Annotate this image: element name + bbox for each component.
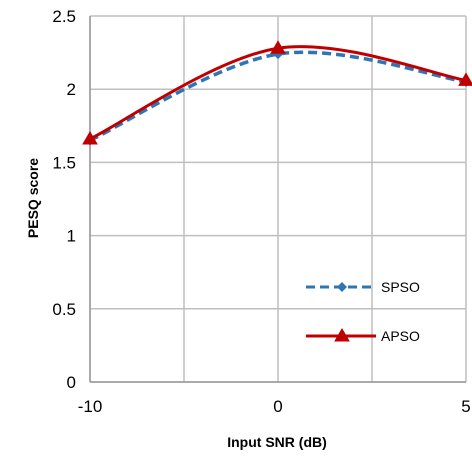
data-point-apso bbox=[458, 72, 472, 86]
x-tick-label: -10 bbox=[78, 397, 103, 416]
legend-label-apso: APSO bbox=[381, 328, 420, 344]
y-tick-label: 1 bbox=[67, 227, 76, 246]
y-axis-title: PESQ score bbox=[25, 158, 41, 238]
x-tick-label: 0 bbox=[273, 397, 282, 416]
y-tick-label: 1.5 bbox=[52, 153, 76, 172]
tick-labels: 00.511.522.5-10 0 5 bbox=[52, 7, 470, 416]
series-line-spso bbox=[89, 50, 467, 143]
y-tick-label: 2 bbox=[67, 80, 76, 99]
series-layer bbox=[82, 40, 472, 146]
x-axis-title: Input SNR (dB) bbox=[227, 434, 327, 450]
x-tick-label: 5 bbox=[461, 397, 470, 416]
grid-lines bbox=[89, 15, 467, 383]
y-tick-label: 0.5 bbox=[52, 300, 76, 319]
data-point-apso bbox=[82, 130, 98, 145]
legend-marker-spso bbox=[337, 282, 347, 292]
legend-marker-apso bbox=[334, 328, 350, 342]
legend-label-spso: SPSO bbox=[381, 279, 420, 295]
y-tick-label: 2.5 bbox=[52, 7, 76, 26]
data-point-apso bbox=[270, 40, 286, 54]
legend: SPSO APSO bbox=[306, 279, 420, 344]
y-tick-label: 0 bbox=[67, 373, 76, 392]
